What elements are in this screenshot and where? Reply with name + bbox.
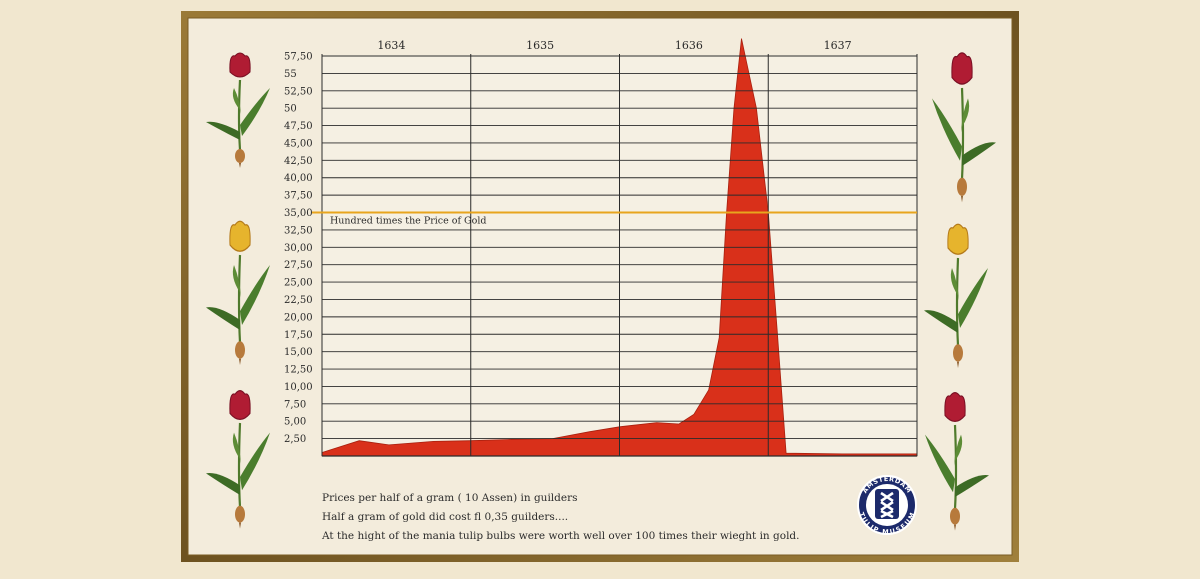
red-tulip-icon (930, 52, 998, 204)
yellow-tulip-icon (922, 223, 990, 370)
caption-line-3: At the hight of the mania tulip bulbs we… (321, 530, 800, 542)
y-tick-label: 45,00 (284, 138, 313, 149)
y-tick-label: 27,50 (284, 260, 313, 271)
reference-line-label: Hundred times the Price of Gold (330, 216, 486, 227)
y-tick-label: 42,50 (284, 156, 313, 167)
y-tick-label: 30,00 (284, 243, 313, 254)
y-axis-tick-labels: 2,50 5,00 7,50 10,00 12,50 15,00 17,50 20,00 22,… (284, 52, 313, 446)
y-tick-label: 2,50 (284, 434, 306, 445)
amsterdam-tulip-museum-badge: AMSTERDAM TULIP MUSEUM (857, 475, 917, 536)
red-tulip-icon (204, 390, 272, 530)
yellow-tulip-icon (204, 220, 272, 367)
y-tick-label: 50 (284, 104, 297, 115)
y-tick-label: 10,00 (284, 382, 313, 393)
x-tick-label: 1636 (675, 39, 703, 52)
y-tick-label: 7,50 (284, 399, 306, 410)
y-tick-label: 37,50 (284, 191, 313, 202)
chart-grid (321, 54, 918, 457)
y-tick-label: 32,50 (284, 225, 313, 236)
x-tick-label: 1637 (824, 39, 852, 52)
y-tick-label: 12,50 (284, 365, 313, 376)
red-tulip-icon (204, 52, 272, 170)
red-tulip-icon (923, 392, 991, 532)
y-tick-label: 40,00 (284, 173, 313, 184)
caption-line-2: Half a gram of gold did cost fl 0,35 gui… (322, 511, 568, 523)
y-tick-label: 5,00 (284, 417, 306, 428)
y-tick-label: 15,00 (284, 347, 313, 358)
amsterdam-crosses-icon (875, 489, 899, 519)
y-tick-label: 17,50 (284, 330, 313, 341)
y-tick-label: 20,00 (284, 312, 313, 323)
x-tick-label: 1635 (526, 39, 554, 52)
y-tick-label: 47,50 (284, 121, 313, 132)
caption-line-1: Prices per half of a gram ( 10 Assen) in… (322, 492, 578, 504)
y-tick-label: 25,00 (284, 278, 313, 289)
x-axis-tick-labels: 1634 1635 1636 1637 (377, 39, 851, 52)
gold-reference-line: Hundred times the Price of Gold (312, 211, 917, 227)
y-tick-label: 57,50 (284, 52, 313, 63)
y-tick-label: 35,00 (284, 208, 313, 219)
x-tick-label: 1634 (377, 39, 405, 52)
y-tick-label: 55 (284, 69, 297, 80)
y-tick-label: 22,50 (284, 295, 313, 306)
y-tick-label: 52,50 (284, 86, 313, 97)
